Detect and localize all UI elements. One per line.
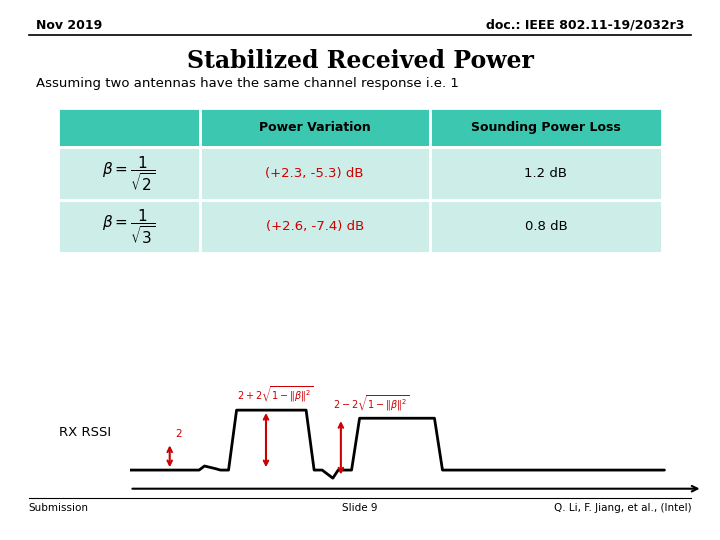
Text: 2: 2	[175, 429, 181, 440]
Text: $2-2\sqrt{1-\|\beta\|^2}$: $2-2\sqrt{1-\|\beta\|^2}$	[333, 394, 409, 414]
Text: Sounding Power Loss: Sounding Power Loss	[471, 121, 621, 134]
Text: Q. Li, F. Jiang, et al., (Intel): Q. Li, F. Jiang, et al., (Intel)	[554, 503, 691, 514]
Text: (+2.3, -5.3) dB: (+2.3, -5.3) dB	[266, 167, 364, 180]
Text: 1.2 dB: 1.2 dB	[524, 167, 567, 180]
Text: Power Variation: Power Variation	[258, 121, 371, 134]
Text: 0.8 dB: 0.8 dB	[525, 220, 567, 233]
Text: doc.: IEEE 802.11-19/2032r3: doc.: IEEE 802.11-19/2032r3	[485, 19, 684, 32]
Text: Slide 9: Slide 9	[342, 503, 378, 514]
Text: Stabilized Received Power: Stabilized Received Power	[186, 49, 534, 72]
Text: $\beta = \dfrac{1}{\sqrt{3}}$: $\beta = \dfrac{1}{\sqrt{3}}$	[102, 207, 156, 246]
Text: Nov 2019: Nov 2019	[36, 19, 102, 32]
Text: RX RSSI: RX RSSI	[60, 426, 112, 438]
Text: (+2.6, -7.4) dB: (+2.6, -7.4) dB	[266, 220, 364, 233]
Text: $\beta = \dfrac{1}{\sqrt{2}}$: $\beta = \dfrac{1}{\sqrt{2}}$	[102, 154, 156, 193]
Text: $2+2\sqrt{1-\|\beta\|^2}$: $2+2\sqrt{1-\|\beta\|^2}$	[237, 384, 313, 404]
Text: Submission: Submission	[29, 503, 89, 514]
Text: Assuming two antennas have the same channel response i.e. 1: Assuming two antennas have the same chan…	[36, 77, 459, 90]
